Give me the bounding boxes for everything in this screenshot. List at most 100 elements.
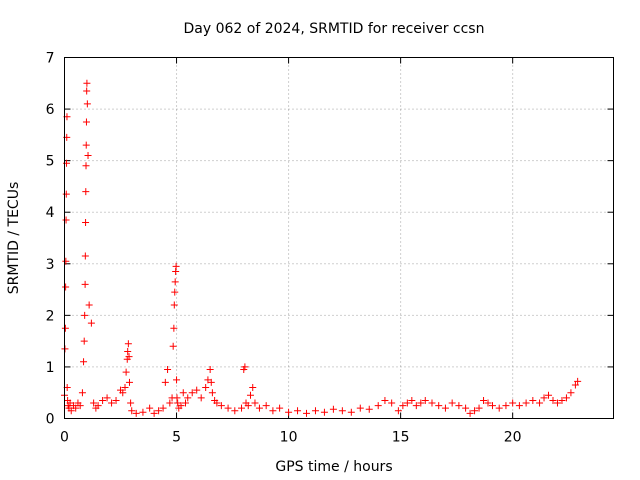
data-point [462,404,470,412]
data-point [119,389,127,397]
data-point [399,402,407,410]
data-point [553,399,561,407]
data-point [574,377,582,385]
data-point [558,396,566,404]
data-point [197,394,205,402]
data-point [125,353,133,361]
data-point [172,262,180,270]
x-axis-label: GPS time / hours [275,459,392,475]
data-point [82,188,90,196]
data-point [522,399,530,407]
data-point [356,404,364,412]
data-point [170,301,178,309]
data-point [188,389,196,397]
data-point [90,399,98,407]
axis-ticks [64,57,614,419]
x-tick-labels: 0 5 10 15 20 [60,430,522,446]
data-point [62,283,70,291]
data-point [408,396,416,404]
data-point [80,358,88,366]
data-point [62,190,70,198]
data-point [82,162,90,170]
y-tick-label: 4 [46,205,55,221]
data-point [480,396,488,404]
data-point [81,280,89,288]
data-point [202,384,210,392]
data-point [428,399,436,407]
data-point [82,118,90,126]
y-tick-label: 2 [46,308,55,324]
data-point [184,394,192,402]
data-point [99,396,107,404]
data-point [471,407,479,415]
data-point [164,366,172,374]
data-point [171,288,179,296]
data-point [502,402,510,410]
data-point [206,366,214,374]
data-point [124,340,132,348]
data-point [381,396,389,404]
data-point [320,408,328,416]
data-point [103,394,111,402]
data-point [112,396,120,404]
data-point [62,257,70,265]
data-point [82,219,90,227]
data-point [173,394,181,402]
data-point [161,378,169,386]
data-point [255,404,263,412]
data-point [374,402,382,410]
plot-frame [64,57,614,419]
data-point [567,389,575,397]
data-point [81,252,89,260]
data-point [251,399,259,407]
x-tick-label: 5 [172,430,181,446]
data-point [81,311,89,319]
data-point [249,384,257,392]
data-point [177,402,185,410]
y-tick-label: 6 [46,102,55,118]
data-point [217,402,225,410]
data-point [121,384,129,392]
data-point [124,347,132,355]
data-point [61,324,69,332]
data-point [448,399,456,407]
data-point [169,342,177,350]
data-point [311,407,319,415]
data-point [171,278,179,286]
data-point [193,386,201,394]
data-point [80,337,88,345]
data-point [122,368,130,376]
data-point [244,402,252,410]
y-tick-label: 3 [46,257,55,273]
grid [64,57,614,419]
data-point [488,402,496,410]
data-point [72,404,80,412]
data-point [213,399,221,407]
data-point [484,399,492,407]
data-point [365,405,373,413]
data-point [132,409,140,417]
data-point [166,399,174,407]
data-point [84,151,92,159]
data-point [127,399,135,407]
y-tick-label: 0 [46,412,55,428]
y-tick-label: 1 [46,360,55,376]
data-point [403,399,411,407]
data-point [125,378,133,386]
data-point [87,319,95,327]
chart-title: Day 062 of 2024, SRMTID for receiver ccs… [184,21,485,37]
x-tick-label: 0 [60,430,69,446]
data-point [412,402,420,410]
data-point [83,100,91,108]
data-point [83,87,91,95]
y-tick-label: 5 [46,154,55,170]
data-point [170,324,178,332]
data-point [571,381,579,389]
data-point [515,402,523,410]
data-point [128,407,136,415]
data-point [329,405,337,413]
data-point [139,408,147,416]
data-point [562,394,570,402]
data-point [182,399,190,407]
data-point [108,399,116,407]
